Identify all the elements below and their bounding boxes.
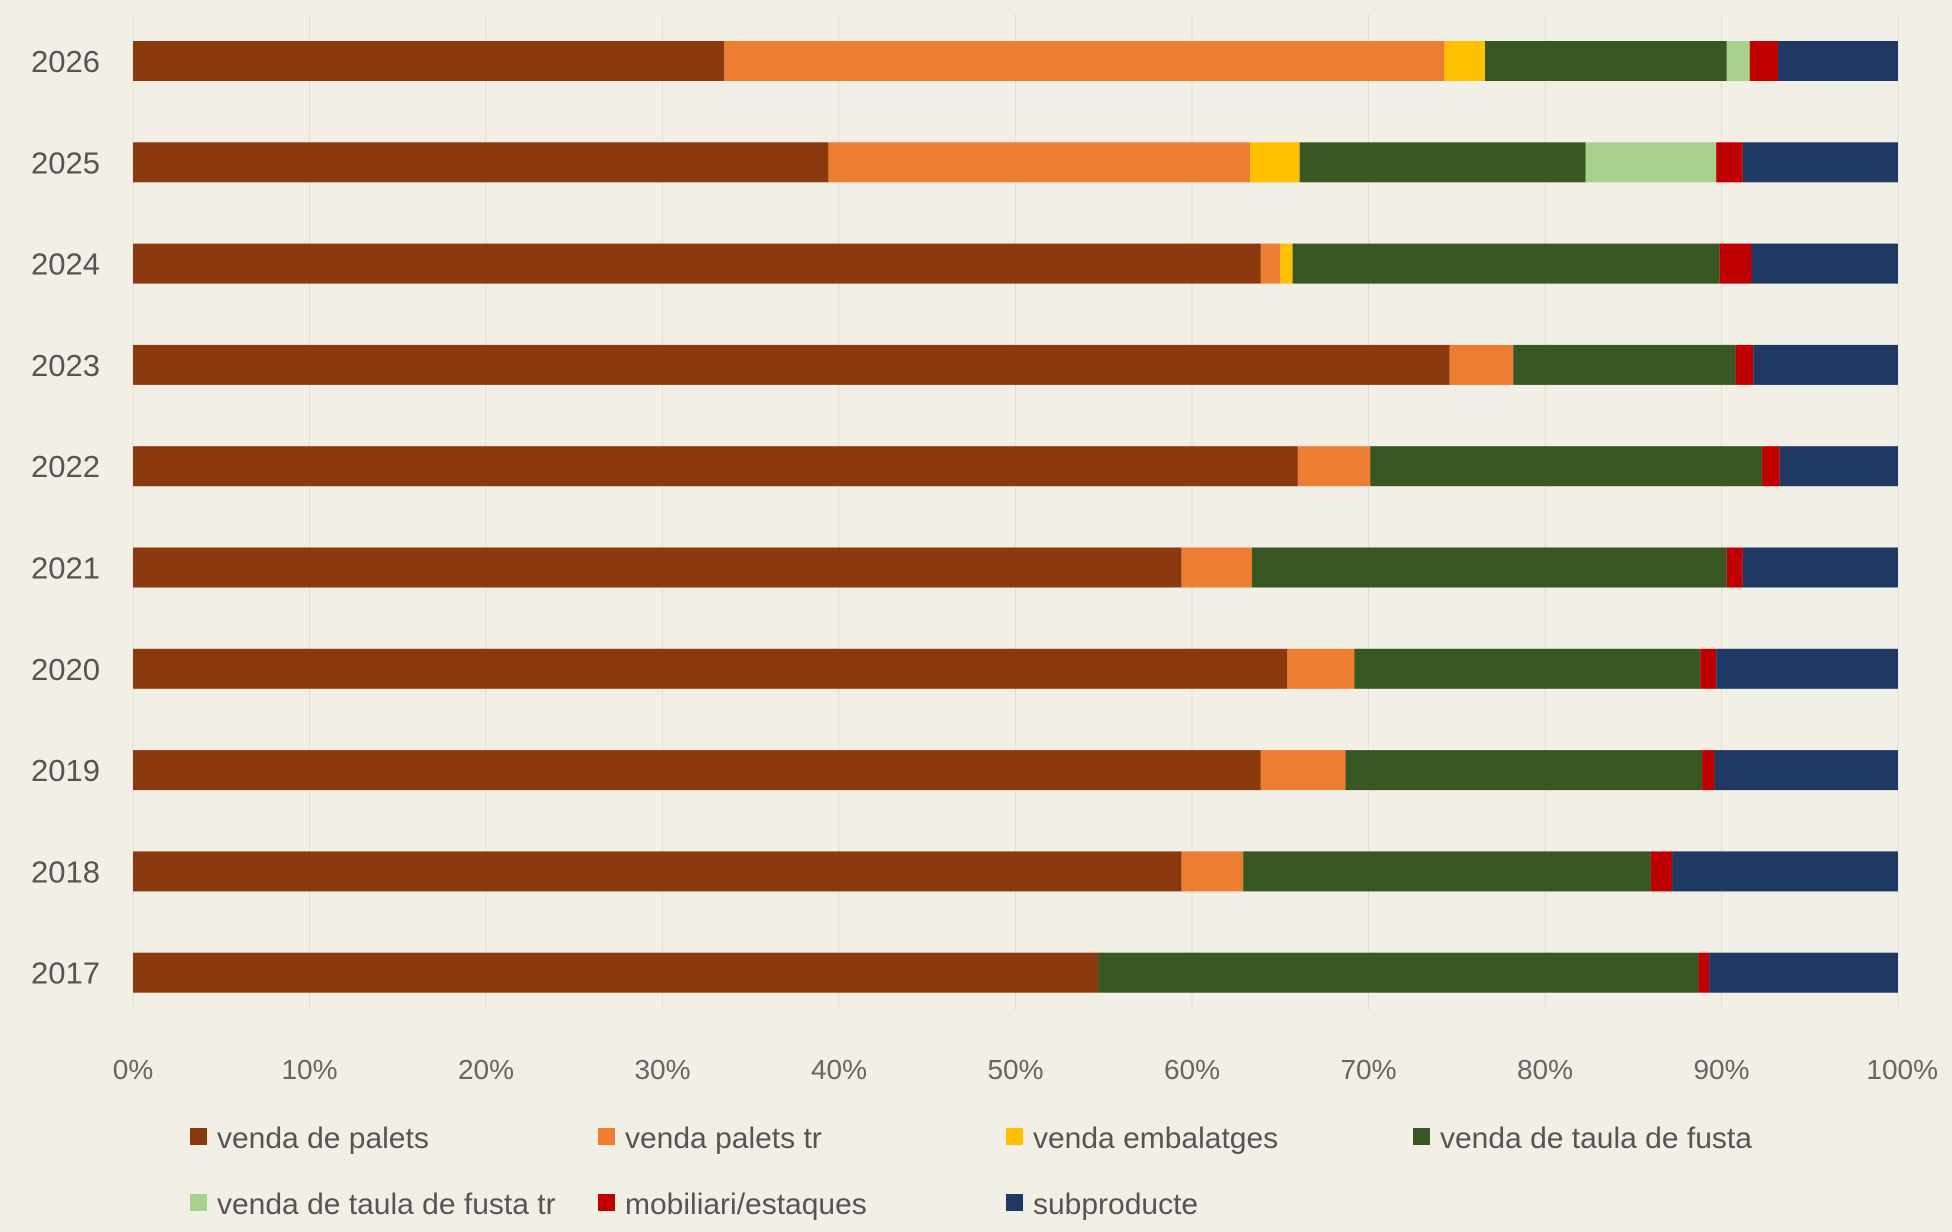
category-label-2023: 2023 xyxy=(31,348,100,383)
bar-segment-2026-2 xyxy=(1444,41,1485,81)
bar-segment-2019-5 xyxy=(1702,750,1715,791)
bar-segment-2019-0 xyxy=(133,750,1261,791)
category-label-2017: 2017 xyxy=(31,956,100,991)
x-tick-label: 30% xyxy=(634,1054,690,1085)
bar-segment-2017-0 xyxy=(133,952,1099,993)
bar-segment-2018-0 xyxy=(133,851,1182,892)
bar-segment-2022-0 xyxy=(133,446,1298,487)
bar-segment-2024-6 xyxy=(1751,243,1898,284)
bar-segment-2025-2 xyxy=(1250,142,1300,183)
bar-segment-2023-1 xyxy=(1449,344,1514,385)
bar-segment-2022-1 xyxy=(1297,446,1371,487)
bar-segment-2025-4 xyxy=(1585,142,1717,183)
legend-swatch-3 xyxy=(1413,1128,1430,1145)
bar-segment-2019-3 xyxy=(1345,750,1703,791)
bar-segment-2025-1 xyxy=(828,142,1251,183)
category-axis: 2026 2025 2024 2023 2022 2021 2020 2019 2018 2017 xyxy=(31,44,100,991)
bar-segment-2026-0 xyxy=(133,41,725,81)
x-tick-label: 100% xyxy=(1866,1054,1938,1085)
bar-segment-2018-6 xyxy=(1672,851,1898,892)
bar-segment-2021-5 xyxy=(1726,547,1743,588)
legend-swatch-2 xyxy=(1006,1128,1023,1145)
x-tick-label: 40% xyxy=(811,1054,867,1085)
bar-segment-2017-5 xyxy=(1698,952,1710,993)
legend-label-0: venda de palets xyxy=(217,1122,429,1155)
bar-segment-2018-5 xyxy=(1650,851,1673,892)
bar-segment-2020-0 xyxy=(133,648,1288,689)
value-axis: 0% 10% 20% 30% 40% 50% 60% 70% 80% 90% 100% xyxy=(113,1054,1938,1085)
bar-segment-2020-1 xyxy=(1287,648,1355,689)
legend-label-6: subproducte xyxy=(1033,1188,1198,1221)
bar-segment-2026-4 xyxy=(1726,41,1750,81)
bar-segment-2022-5 xyxy=(1762,446,1780,487)
bar-segment-2023-5 xyxy=(1735,344,1754,385)
x-tick-label: 60% xyxy=(1164,1054,1220,1085)
bar-segment-2026-6 xyxy=(1777,41,1898,81)
bar-segment-2024-1 xyxy=(1260,243,1281,284)
bar-segment-2025-3 xyxy=(1299,142,1586,183)
bar-segment-2017-3 xyxy=(1098,952,1699,993)
legend-swatch-5 xyxy=(598,1194,615,1211)
bar-segment-2021-0 xyxy=(133,547,1182,588)
legend-swatch-1 xyxy=(598,1128,615,1145)
bar-segment-2022-6 xyxy=(1779,446,1898,487)
bar-segment-2026-1 xyxy=(724,41,1445,81)
plot-area xyxy=(133,41,1898,993)
bar-segment-2023-0 xyxy=(133,344,1450,385)
bar-segment-2019-1 xyxy=(1260,750,1346,791)
bar-segment-2025-0 xyxy=(133,142,829,183)
category-label-2021: 2021 xyxy=(31,551,100,586)
bar-segment-2020-3 xyxy=(1354,648,1701,689)
bar-segment-2021-6 xyxy=(1742,547,1898,588)
bar-segment-2021-3 xyxy=(1252,547,1727,588)
bar-segment-2024-5 xyxy=(1719,243,1752,284)
x-tick-label: 70% xyxy=(1340,1054,1396,1085)
category-label-2022: 2022 xyxy=(31,449,100,484)
x-tick-label: 0% xyxy=(113,1054,153,1085)
bar-segment-2026-3 xyxy=(1484,41,1727,81)
bar-segment-2026-5 xyxy=(1749,41,1778,81)
bar-segment-2018-3 xyxy=(1243,851,1651,892)
bar-segment-2025-5 xyxy=(1716,142,1743,183)
legend-label-5: mobiliari/estaques xyxy=(625,1188,867,1221)
bar-segment-2018-1 xyxy=(1181,851,1244,892)
x-tick-label: 90% xyxy=(1693,1054,1749,1085)
bar-segment-2020-5 xyxy=(1700,648,1717,689)
legend-swatch-0 xyxy=(190,1128,207,1145)
bar-segment-2025-6 xyxy=(1742,142,1898,183)
bar-segment-2022-3 xyxy=(1370,446,1763,487)
category-label-2026: 2026 xyxy=(31,44,100,79)
bar-segment-2019-6 xyxy=(1714,750,1898,791)
category-label-2018: 2018 xyxy=(31,854,100,889)
x-tick-label: 20% xyxy=(458,1054,514,1085)
bar-segment-2024-0 xyxy=(133,243,1261,284)
legend-swatch-4 xyxy=(190,1194,207,1211)
category-label-2019: 2019 xyxy=(31,753,100,788)
bar-segment-2021-1 xyxy=(1181,547,1253,588)
bar-segment-2023-3 xyxy=(1513,344,1736,385)
bar-segment-2023-6 xyxy=(1753,344,1898,385)
bar-segment-2024-2 xyxy=(1280,243,1293,284)
x-tick-label: 80% xyxy=(1517,1054,1573,1085)
bar-segment-2020-6 xyxy=(1716,648,1898,689)
legend-label-2: venda embalatges xyxy=(1033,1122,1278,1155)
legend-swatch-6 xyxy=(1006,1194,1023,1211)
legend-label-3: venda de taula de fusta xyxy=(1440,1122,1752,1155)
x-tick-label: 10% xyxy=(281,1054,337,1085)
category-label-2024: 2024 xyxy=(31,247,100,282)
category-label-2020: 2020 xyxy=(31,652,100,687)
legend-label-1: venda palets tr xyxy=(625,1122,822,1155)
bar-segment-2024-3 xyxy=(1292,243,1720,284)
x-tick-label: 50% xyxy=(987,1054,1043,1085)
category-label-2025: 2025 xyxy=(31,145,100,180)
legend-label-4: venda de taula de fusta tr xyxy=(217,1188,556,1221)
legend: venda de palets venda palets tr venda emba… xyxy=(190,1122,1752,1221)
bar-segment-2017-6 xyxy=(1709,952,1898,993)
